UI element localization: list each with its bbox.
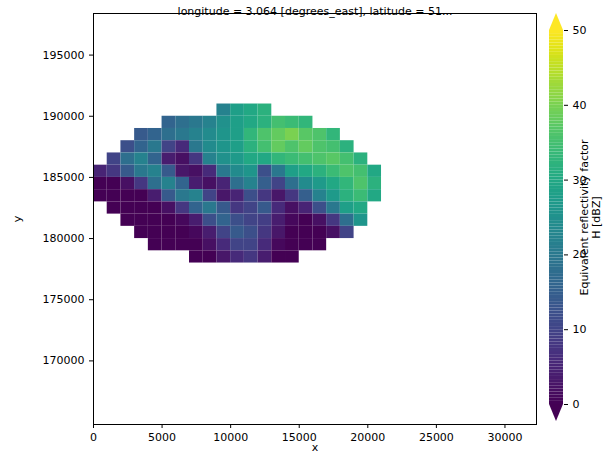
svg-text:50: 50 [573, 24, 587, 37]
svg-text:0: 0 [573, 398, 580, 411]
svg-text:10: 10 [573, 323, 587, 336]
svg-text:185000: 185000 [43, 171, 85, 184]
svg-text:Equivalent reflectivity factor: Equivalent reflectivity factorH [dBZ] [578, 139, 603, 296]
svg-text:195000: 195000 [43, 49, 85, 62]
svg-text:190000: 190000 [43, 110, 85, 123]
svg-text:30000: 30000 [487, 431, 522, 444]
svg-text:170000: 170000 [43, 354, 85, 367]
svg-text:40: 40 [573, 99, 587, 112]
svg-text:20000: 20000 [350, 431, 385, 444]
svg-text:175000: 175000 [43, 293, 85, 306]
svg-text:15000: 15000 [281, 431, 317, 445]
svg-text:25000: 25000 [419, 431, 454, 444]
svg-text:0: 0 [90, 431, 97, 444]
svg-text:y: y [11, 215, 24, 222]
svg-text:5000: 5000 [148, 431, 176, 444]
svg-text:10000: 10000 [213, 431, 248, 444]
svg-text:180000: 180000 [43, 232, 85, 245]
svg-text:x: x [312, 441, 319, 453]
svg-text:longitude = 3.064 [degrees_eas: longitude = 3.064 [degrees_east], latitu… [178, 5, 453, 18]
